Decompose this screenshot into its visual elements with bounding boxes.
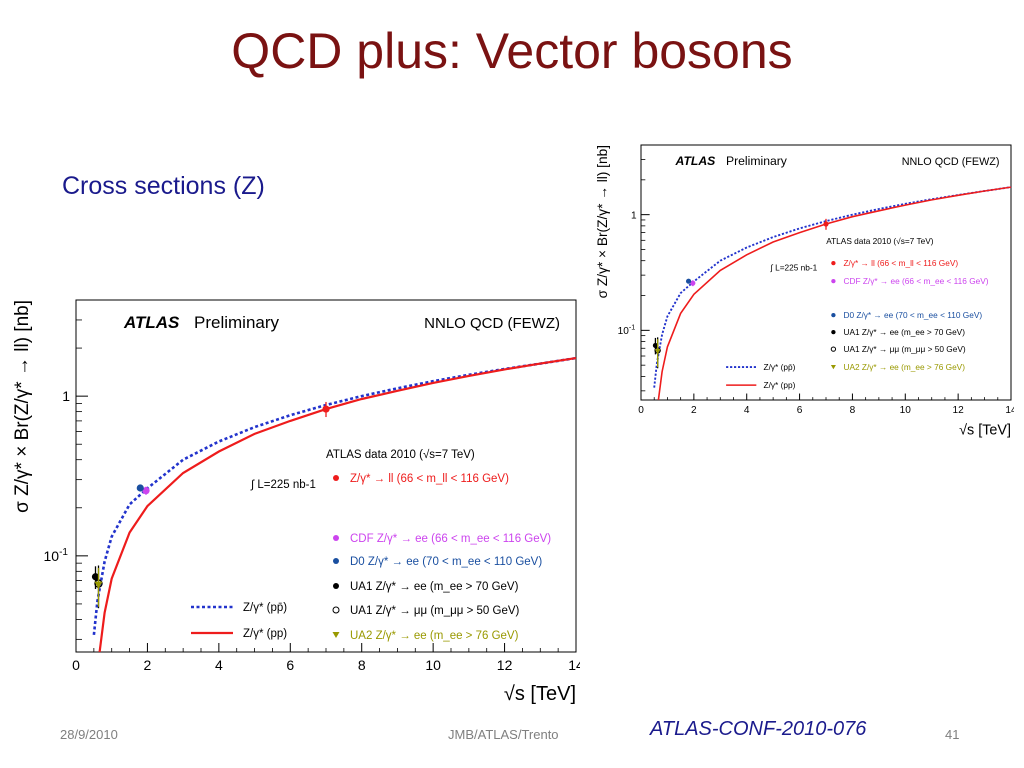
x-tick-label: 8 <box>358 657 366 673</box>
point-atlas-legend-marker <box>831 260 836 266</box>
x-tick-label: 8 <box>850 405 856 416</box>
point-ua2-ee-legend-marker <box>830 364 836 370</box>
point-cdf-legend-label: CDF Z/γ* → ee (66 < m_ee < 116 GeV) <box>350 533 551 545</box>
point-ua1-ee-legend-marker <box>333 583 339 589</box>
point-atlas <box>823 221 829 227</box>
x-tick-label: 10 <box>425 657 441 673</box>
point-d0-legend-label: D0 Z/γ* → ee (70 < m_ee < 110 GeV) <box>350 556 542 568</box>
x-tick-label: 6 <box>286 657 294 673</box>
point-ua1-ee-legend-label: UA1 Z/γ* → ee (m_ee > 70 GeV) <box>350 581 519 593</box>
x-tick-label: 12 <box>497 657 513 673</box>
theory-label: NNLO QCD (FEWZ) <box>902 156 1000 168</box>
y-tick-label-0.1: 10-1 <box>618 323 636 337</box>
footer-center: JMB/ATLAS/Trento <box>448 727 559 742</box>
y-axis-title: σ Z/γ* × Br(Z/γ* → ll) [nb] <box>12 300 33 513</box>
point-ua1-mumu-legend-marker <box>830 346 837 352</box>
legend-atlas-data: ATLAS data 2010 (√s=7 TeV) <box>326 448 475 461</box>
point-ua1-ee-legend-label: UA1 Z/γ* → ee (m_ee > 70 GeV) <box>843 327 965 337</box>
point-cdf <box>690 280 696 286</box>
legend-lumi: ∫ L=225 nb-1 <box>250 479 316 491</box>
x-tick-label: 6 <box>797 405 803 416</box>
x-tick-label: 0 <box>638 405 644 416</box>
x-tick-label: 4 <box>215 657 223 673</box>
chart-large: 0 2 4 6 8 10 12 14 1 10-1 √s [TeV] σ Z/γ* × Br(Z/γ*… <box>12 299 580 705</box>
x-tick-label: 2 <box>144 657 152 673</box>
y-tick-label-0.1: 10-1 <box>44 547 69 564</box>
theory-curve-pp <box>657 186 1012 401</box>
point-d0-legend-marker <box>333 558 339 564</box>
x-tick-label: 14 <box>1005 405 1014 416</box>
experiment-label: ATLAS <box>123 313 180 332</box>
x-tick-label: 0 <box>72 657 80 673</box>
slide-title: QCD plus: Vector bosons <box>231 23 793 79</box>
y-tick-label-1: 1 <box>631 210 637 221</box>
point-cdf-legend-label: CDF Z/γ* → ee (66 < m_ee < 116 GeV) <box>843 276 988 286</box>
legend-curve-1-label: Z/γ* (pp) <box>764 380 796 390</box>
y-tick-label-1: 1 <box>62 388 70 404</box>
page-number: 41 <box>945 727 960 742</box>
legend-curve-0-label: Z/γ* (pp̄) <box>243 602 287 614</box>
point-ua1-ee <box>652 342 659 349</box>
point-ua1-mumu-legend-marker <box>332 606 340 614</box>
reference-note: ATLAS-CONF-2010-076 <box>650 718 867 740</box>
point-atlas-legend-label: Z/γ* → ll (66 < m_ll < 116 GeV) <box>350 473 509 485</box>
point-d0-legend-label: D0 Z/γ* → ee (70 < m_ee < 110 GeV) <box>843 310 982 320</box>
y-axis-title: σ Z/γ* × Br(Z/γ* → ll) [nb] <box>595 145 610 298</box>
point-ua2-ee <box>94 581 103 589</box>
point-ua2-ee <box>654 349 661 355</box>
point-ua2-ee-legend-marker <box>332 632 340 638</box>
footer-date: 28/9/2010 <box>60 727 118 742</box>
point-ua2-ee-legend-label: UA2 Z/γ* → ee (m_ee > 76 GeV) <box>350 630 519 642</box>
legend-curve-0-label: Z/γ* (pp̄) <box>764 362 796 372</box>
point-ua2-ee-legend-label: UA2 Z/γ* → ee (m_ee > 76 GeV) <box>843 362 965 372</box>
point-atlas-legend-marker <box>333 475 339 481</box>
theory-label: NNLO QCD (FEWZ) <box>424 315 560 332</box>
theory-curve-pp <box>98 357 577 653</box>
x-axis-title: √s [TeV] <box>959 423 1011 439</box>
point-ua1-ee <box>91 573 100 581</box>
point-ua1-ee-legend-marker <box>831 329 836 335</box>
chart-small: 0 2 4 6 8 10 12 14 1 10-1 √s [TeV] σ Z/γ* × Br(Z/γ*… <box>595 144 1014 439</box>
x-tick-label: 2 <box>691 405 697 416</box>
point-d0 <box>136 484 144 492</box>
point-cdf <box>142 487 150 495</box>
status-label: Preliminary <box>726 154 788 168</box>
x-tick-label: 4 <box>744 405 750 416</box>
point-d0-legend-marker <box>831 312 836 318</box>
experiment-label: ATLAS <box>675 154 716 168</box>
plot-frame <box>75 299 577 653</box>
x-tick-label: 14 <box>568 657 580 673</box>
point-ua1-mumu-legend-label: UA1 Z/γ* → μμ (m_μμ > 50 GeV) <box>350 605 520 617</box>
x-axis-title: √s [TeV] <box>504 683 576 705</box>
status-label: Preliminary <box>194 313 280 332</box>
legend-atlas-data: ATLAS data 2010 (√s=7 TeV) <box>826 236 934 246</box>
legend-curve-1-label: Z/γ* (pp) <box>243 628 287 640</box>
x-tick-label: 12 <box>953 405 965 416</box>
x-tick-label: 10 <box>900 405 912 416</box>
point-cdf-legend-marker <box>831 278 836 284</box>
legend-lumi: ∫ L=225 nb-1 <box>770 262 818 272</box>
point-atlas <box>322 405 330 413</box>
point-atlas-legend-label: Z/γ* → ll (66 < m_ll < 116 GeV) <box>843 258 958 268</box>
point-d0 <box>685 278 692 284</box>
plot-frame <box>640 144 1012 401</box>
slide-subtitle: Cross sections (Z) <box>62 172 265 200</box>
point-ua1-mumu-legend-label: UA1 Z/γ* → μμ (m_μμ > 50 GeV) <box>843 344 965 354</box>
point-cdf-legend-marker <box>333 535 339 541</box>
